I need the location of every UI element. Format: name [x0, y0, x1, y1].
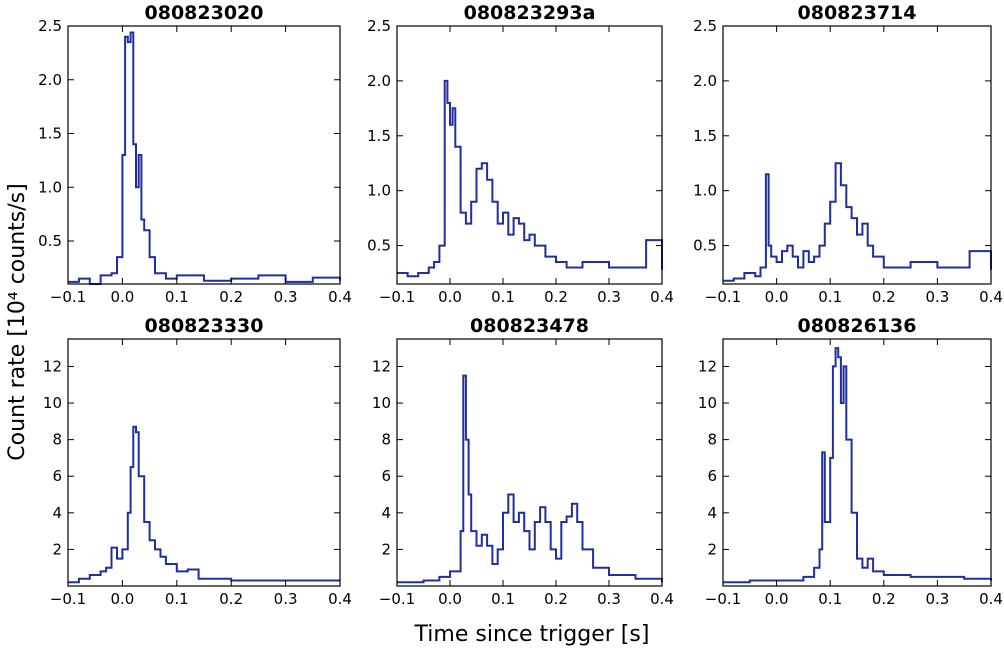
- x-tick-label: 0.2: [872, 288, 896, 306]
- x-tick-label: 0.3: [925, 288, 949, 306]
- series-line: [723, 162, 992, 282]
- x-tick-label: −0.1: [379, 288, 415, 306]
- y-axis-label: Count rate [10⁴ counts/s]: [5, 183, 30, 460]
- y-tick-label: 10: [43, 394, 62, 412]
- y-tick-label: 8: [52, 431, 62, 449]
- series-line: [723, 347, 992, 584]
- y-tick-label: 0.5: [367, 237, 391, 255]
- y-tick-label: 1.0: [38, 178, 62, 196]
- panel-title: 080826136: [798, 315, 917, 337]
- panel-title: 080823293a: [464, 2, 596, 24]
- panels-container: 080823020 −0.1 0.0 0.1 0.2 0.3 0.4 0.5 1.0 1.5 2.0…: [38, 2, 1003, 608]
- x-tick-label: 0.3: [274, 590, 298, 608]
- y-tick-label: 6: [52, 467, 62, 485]
- panel-6: 080826136 −0.1 0.0 0.1 0.2 0.3 0.4 2 4 6 8 10 12: [698, 315, 1003, 608]
- x-tick-label: 0.4: [328, 288, 352, 306]
- y-tick-label: 1.0: [367, 182, 391, 200]
- x-tick-label: 0.1: [818, 590, 842, 608]
- x-tick-label: 0.0: [438, 288, 462, 306]
- x-tick-label: 0.1: [165, 288, 189, 306]
- x-tick-label: 0.2: [544, 590, 568, 608]
- y-tick-label: 10: [698, 394, 717, 412]
- axes-frame: [396, 338, 663, 587]
- y-tick-label: 2.5: [693, 17, 717, 35]
- y-tick-label: 4: [707, 504, 717, 522]
- y-tick-label: 12: [372, 357, 391, 375]
- panel-title: 080823020: [145, 2, 264, 24]
- panel-1: 080823020 −0.1 0.0 0.1 0.2 0.3 0.4 0.5 1.0 1.5 2.0…: [38, 2, 352, 306]
- y-tick-label: 6: [381, 467, 391, 485]
- panel-title: 080823330: [145, 315, 264, 337]
- panel-title: 080823478: [470, 315, 589, 337]
- x-tick-label: 0.2: [219, 590, 243, 608]
- x-tick-label: 0.1: [818, 288, 842, 306]
- x-tick-label: 0.0: [438, 590, 462, 608]
- x-tick-label: 0.3: [597, 288, 621, 306]
- panel-4: 080823330 −0.1 0.0 0.1 0.2 0.3 0.4 2 4 6 8 10 12: [43, 315, 352, 608]
- y-tick-label: 1.5: [38, 125, 62, 143]
- y-tick-label: 1.0: [693, 182, 717, 200]
- y-tick-label: 1.5: [693, 127, 717, 145]
- axes-frame: [67, 25, 341, 285]
- x-tick-label: −0.1: [50, 288, 86, 306]
- x-tick-label: 0.4: [328, 590, 352, 608]
- x-tick-label: −0.1: [379, 590, 415, 608]
- panel-title: 080823714: [798, 2, 917, 24]
- axes-frame: [722, 338, 992, 587]
- panel-5: 080823478 −0.1 0.0 0.1 0.2 0.3 0.4 2 4 6 8 10 12: [372, 315, 674, 608]
- y-tick-label: 2.0: [38, 71, 62, 89]
- y-tick-label: 4: [52, 504, 62, 522]
- y-tick-label: 10: [372, 394, 391, 412]
- axes-frame: [722, 25, 992, 285]
- y-tick-label: 2.0: [367, 72, 391, 90]
- x-tick-label: 0.0: [765, 590, 789, 608]
- y-tick-label: 8: [707, 431, 717, 449]
- x-tick-label: −0.1: [50, 590, 86, 608]
- x-tick-label: 0.1: [491, 288, 515, 306]
- y-tick-label: 2: [707, 540, 717, 558]
- x-tick-label: 0.4: [979, 288, 1003, 306]
- x-tick-label: 0.1: [491, 590, 515, 608]
- axes-frame: [396, 25, 663, 285]
- x-tick-label: 0.0: [110, 590, 134, 608]
- x-tick-label: 0.3: [925, 590, 949, 608]
- panel-2: 080823293a −0.1 0.0 0.1 0.2 0.3 0.4 0.5 1.0 1.5 2.…: [367, 2, 674, 306]
- axes-frame: [67, 338, 341, 587]
- y-tick-label: 1.5: [367, 127, 391, 145]
- y-tick-label: 2.0: [693, 72, 717, 90]
- series-line: [397, 374, 663, 584]
- y-tick-label: 2: [381, 540, 391, 558]
- x-tick-label: 0.4: [979, 590, 1003, 608]
- x-tick-label: 0.3: [274, 288, 298, 306]
- y-tick-label: 12: [43, 357, 62, 375]
- y-tick-label: 0.5: [693, 237, 717, 255]
- x-tick-label: 0.0: [110, 288, 134, 306]
- y-tick-label: 2: [52, 540, 62, 558]
- y-tick-label: 6: [707, 467, 717, 485]
- x-tick-label: −0.1: [705, 288, 741, 306]
- series-line: [68, 425, 340, 584]
- x-tick-label: 0.4: [650, 590, 674, 608]
- y-tick-label: 0.5: [38, 232, 62, 250]
- panel-3: 080823714 −0.1 0.0 0.1 0.2 0.3 0.4 0.5 1.0 1.5 2.0…: [693, 2, 1003, 306]
- y-tick-label: 2.5: [367, 17, 391, 35]
- x-tick-label: 0.1: [165, 590, 189, 608]
- series-line: [397, 79, 663, 278]
- x-tick-label: 0.2: [544, 288, 568, 306]
- x-tick-label: −0.1: [705, 590, 741, 608]
- y-tick-label: 4: [381, 504, 391, 522]
- y-tick-label: 2.5: [38, 17, 62, 35]
- x-tick-label: 0.2: [872, 590, 896, 608]
- x-tick-label: 0.0: [765, 288, 789, 306]
- x-tick-label: 0.3: [597, 590, 621, 608]
- x-tick-label: 0.4: [650, 288, 674, 306]
- x-axis-label: Time since trigger [s]: [414, 622, 650, 647]
- y-tick-label: 12: [698, 357, 717, 375]
- y-tick-label: 8: [381, 431, 391, 449]
- x-tick-label: 0.2: [219, 288, 243, 306]
